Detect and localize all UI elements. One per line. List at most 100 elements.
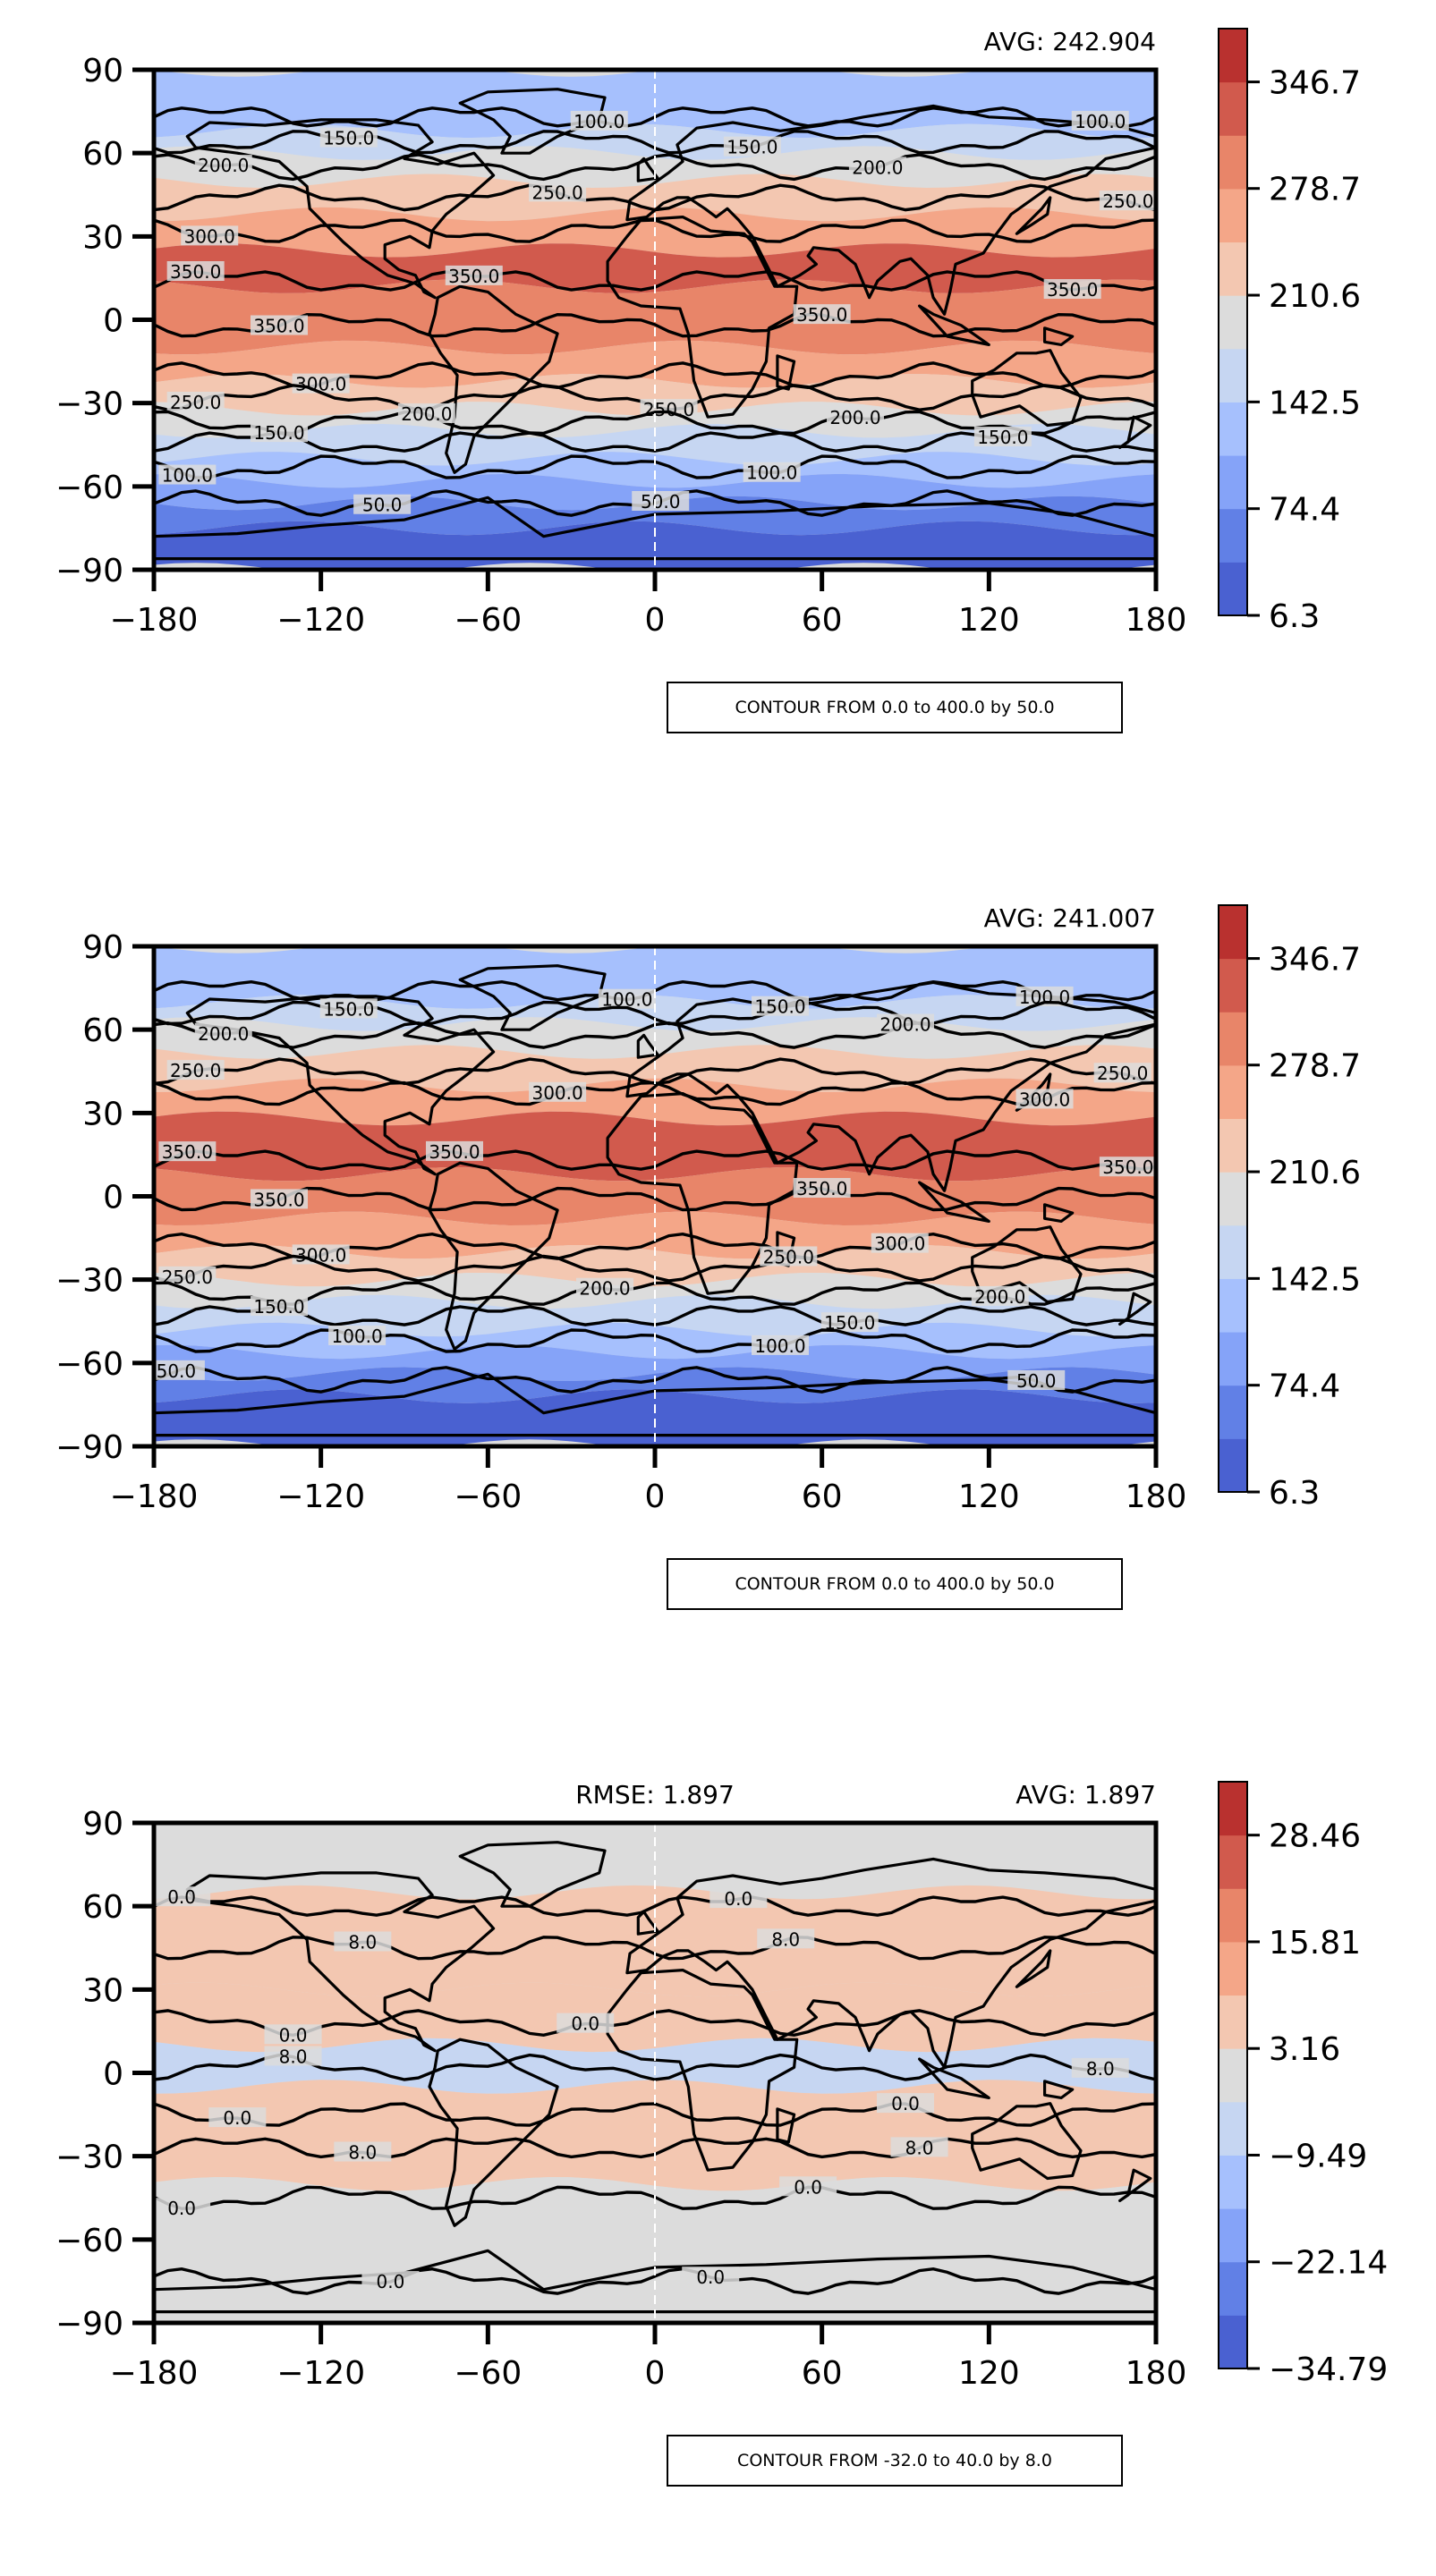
- y-tick-label: 30: [82, 1972, 123, 2009]
- y-tick-label: 0: [103, 2056, 123, 2093]
- y-tick-label: 90: [82, 53, 123, 89]
- contour-label-bg: [251, 1189, 308, 1209]
- y-tick-label: −90: [55, 1429, 123, 1466]
- contour-label: 0.0: [167, 2198, 196, 2219]
- coastline: [185, 118, 496, 300]
- contour-label: 0.0: [377, 2271, 405, 2292]
- colorbar-segment: [1219, 2155, 1247, 2209]
- contour-label: 8.0: [905, 2137, 934, 2158]
- contour-label-bg: [264, 2024, 322, 2045]
- contour-label: 8.0: [279, 2046, 308, 2067]
- contour-label-bg: [971, 1285, 1029, 1306]
- contour-label-bg: [334, 2141, 392, 2162]
- colorbar-segment: [1219, 188, 1247, 243]
- coastline: [1118, 415, 1152, 449]
- coastline: [1118, 2168, 1152, 2202]
- rmse-label: RMSE: 1.897: [575, 1780, 735, 1809]
- contour-label-bg: [1007, 1369, 1066, 1390]
- colorbar-segment: [1219, 402, 1247, 456]
- contour-label: 100.0: [1075, 111, 1126, 132]
- map-plot: 100.0 100.0 150.0 150.0 200.0 200.0 250.0 250.0…: [55, 903, 1361, 1515]
- y-tick-label: −60: [55, 470, 123, 506]
- coastline: [776, 2107, 796, 2144]
- colorbar-segment: [1219, 29, 1247, 83]
- y-tick-label: 90: [82, 1806, 123, 1843]
- contour-label: 8.0: [771, 1928, 800, 1950]
- y-tick-label: 30: [82, 219, 123, 256]
- contour-label: 150.0: [253, 422, 304, 444]
- colorbar-segment: [1219, 1835, 1247, 1889]
- contour-label-bg: [529, 182, 587, 202]
- contour-label-bg: [181, 225, 239, 246]
- contour-label-bg: [361, 2271, 420, 2292]
- contour-label: 100.0: [754, 1335, 805, 1357]
- contour-label: 0.0: [891, 2093, 920, 2114]
- x-tick-label: −60: [454, 2355, 522, 2392]
- x-tick-label: −120: [276, 2355, 365, 2392]
- colorbar-segment: [1219, 1118, 1247, 1173]
- contour-label-bg: [779, 2176, 837, 2197]
- colorbar-segment: [1219, 2261, 1247, 2316]
- contour-label-bg: [871, 1233, 929, 1253]
- contour-info-box: CONTOUR FROM -32.0 to 40.0 by 8.0: [667, 2435, 1123, 2487]
- contour-label-bg: [1015, 1089, 1074, 1109]
- colorbar-segment: [1219, 1332, 1247, 1386]
- colorbar-segment: [1219, 1782, 1247, 1836]
- colorbar-tick-label: 142.5: [1269, 1261, 1361, 1298]
- contour-label-bg: [353, 494, 412, 514]
- contour-label-bg: [576, 1277, 633, 1298]
- contour-label: 200.0: [829, 407, 880, 428]
- contour-label: 250.0: [1097, 1063, 1148, 1084]
- contour-label-bg: [570, 110, 628, 131]
- contour-line: [154, 1895, 1156, 1917]
- contour-label: 250.0: [1102, 191, 1153, 212]
- contour-label: 50.0: [362, 495, 403, 516]
- contour-label-bg: [877, 2093, 934, 2114]
- colorbar-tick-label: 142.5: [1269, 385, 1361, 421]
- contour-label: 200.0: [852, 157, 903, 178]
- map-area: 100.0 100.0 150.0 150.0 200.0 200.0 250.0 250.0…: [154, 70, 1156, 570]
- contour-label-bg: [757, 1928, 815, 1949]
- colorbar-segment: [1219, 1385, 1247, 1439]
- contour-label: 200.0: [879, 1014, 930, 1036]
- contour-label: 350.0: [796, 1178, 847, 1199]
- contour-label-bg: [334, 1931, 392, 1952]
- contour-label-bg: [682, 2267, 740, 2287]
- x-tick-label: −120: [276, 1479, 365, 1515]
- contour-label-bg: [820, 1312, 879, 1333]
- contour-label: 100.0: [331, 1326, 382, 1347]
- y-tick-label: 90: [82, 929, 123, 966]
- filled-band: [154, 1389, 1156, 1446]
- contour-label-bg: [264, 2046, 322, 2066]
- y-tick-label: −30: [55, 1263, 123, 1300]
- contour-label-bg: [793, 304, 851, 325]
- map-area: 100.0 100.0 150.0 150.0 200.0 200.0 250.0 250.0…: [154, 946, 1156, 1446]
- contour-label-bg: [848, 157, 906, 177]
- colorbar-segment: [1219, 1224, 1247, 1279]
- x-tick-label: 0: [645, 602, 666, 639]
- contour-label-bg: [793, 1178, 851, 1199]
- colorbar-segment: [1219, 348, 1247, 402]
- contour-label-bg: [251, 422, 308, 443]
- chart-panel-3: 0.0 0.0 8.0 8.0 0.0 0.0 8.0 8.0 0.0 0.0 8.0 8.0 0.0 0…: [0, 1753, 1436, 2576]
- y-tick-label: 0: [103, 1180, 123, 1216]
- contour-label-bg: [632, 490, 690, 511]
- contour-label: 350.0: [253, 1189, 304, 1210]
- avg-label: AVG: 241.007: [984, 903, 1156, 933]
- contour-label: 350.0: [162, 1141, 213, 1163]
- contour-label: 100.0: [574, 111, 625, 132]
- colorbar-tick-label: 210.6: [1269, 278, 1361, 315]
- contour-label-bg: [397, 402, 455, 423]
- contour-label-bg: [426, 1140, 483, 1161]
- colorbar-tick-label: 15.81: [1269, 1925, 1361, 1962]
- contour-label-bg: [194, 1022, 252, 1043]
- contour-label-bg: [251, 1296, 308, 1317]
- coastline: [971, 2102, 1083, 2181]
- x-tick-label: 120: [958, 602, 1020, 639]
- coastline: [458, 88, 607, 155]
- contour-label-bg: [158, 464, 217, 485]
- contour-label: 100.0: [162, 465, 213, 487]
- contour-label: 0.0: [167, 1886, 196, 1908]
- map-area: 0.0 0.08.0 8.00.00.08.08.00.00.08.0 8.00.00…: [154, 1823, 1156, 2323]
- contour-label-bg: [158, 1266, 217, 1286]
